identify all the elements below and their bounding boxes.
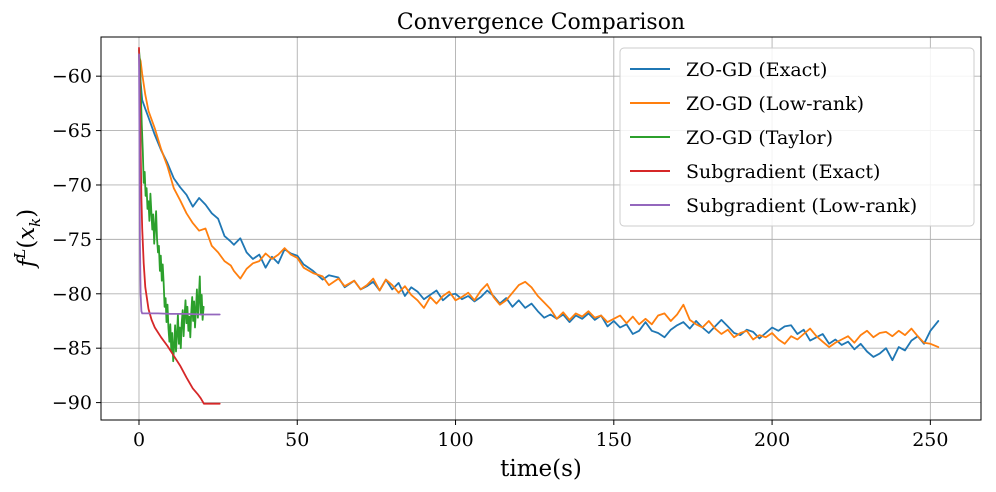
series-line-zo-gd-low-rank	[138, 55, 940, 349]
chart-title: Convergence Comparison	[397, 10, 685, 35]
y-tick-label: −75	[52, 229, 92, 251]
legend-label: Subgradient (Low-rank)	[686, 195, 917, 217]
y-tick-label: −65	[52, 120, 92, 142]
x-tick-label: 150	[596, 429, 632, 451]
y-axis-label: fL(xk)	[11, 209, 44, 270]
legend-label: ZO-GD (Low-rank)	[686, 93, 864, 115]
series-line-subgradient-exact	[138, 47, 221, 405]
x-axis-label: time(s)	[500, 456, 582, 482]
x-tick-label: 200	[754, 429, 790, 451]
series-layer	[138, 47, 940, 405]
x-tick-label: 250	[912, 429, 948, 451]
y-tick-label: −60	[52, 66, 92, 88]
series-line-subgradient-low-rank	[138, 53, 221, 316]
y-tick-label: −90	[52, 392, 92, 414]
y-tick-label: −70	[52, 174, 92, 196]
legend-label: ZO-GD (Taylor)	[686, 127, 833, 149]
legend-label: ZO-GD (Exact)	[686, 59, 827, 81]
legend: ZO-GD (Exact) ZO-GD (Low-rank) ZO-GD (Tayl…	[619, 47, 975, 227]
y-tick-label: −80	[52, 283, 92, 305]
legend-label: Subgradient (Exact)	[686, 161, 880, 183]
legend-box	[619, 47, 975, 227]
plot-frame	[100, 36, 982, 421]
y-tick-label: −85	[52, 338, 92, 360]
series-line-zo-gd-exact	[138, 53, 940, 362]
x-tick-label: 50	[285, 429, 309, 451]
x-tick-label: 100	[437, 429, 473, 451]
x-tick-label: 0	[133, 429, 145, 451]
ticks: 0 50 100 150 200 250 −60 −65 −70 −75 −80 −85 −90	[52, 66, 949, 451]
